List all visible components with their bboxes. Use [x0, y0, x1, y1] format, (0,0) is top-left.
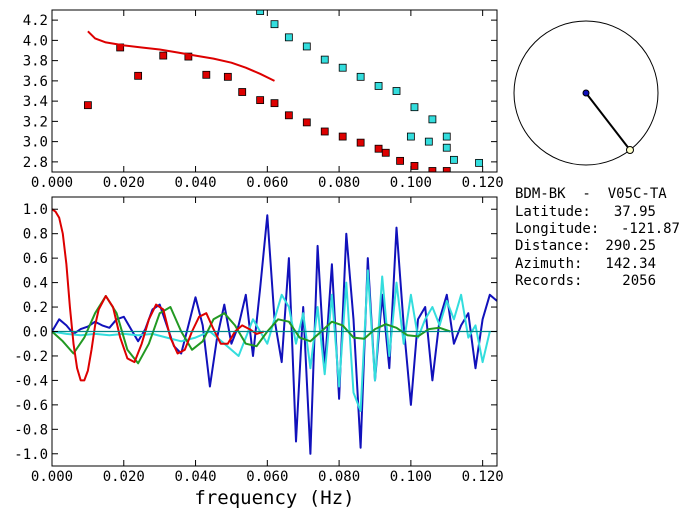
- data-point: [256, 10, 265, 15]
- data-point: [410, 162, 419, 170]
- series-line-red: [52, 208, 265, 382]
- y-tick-label: -0.2: [14, 349, 48, 365]
- y-tick-label: 0.8: [23, 227, 48, 243]
- y-tick-label: 4.2: [23, 13, 48, 29]
- data-point: [374, 82, 383, 90]
- x-tick-label: 0.040: [174, 469, 216, 485]
- latitude-value: 37.95: [613, 204, 656, 220]
- longitude-value: -121.87: [620, 221, 680, 237]
- data-point: [302, 42, 311, 51]
- series-line-red: [87, 30, 275, 82]
- plot-area: [83, 10, 483, 172]
- azimuth-dial: [513, 20, 659, 166]
- data-point: [424, 137, 433, 146]
- data-point: [284, 33, 293, 42]
- data-point: [134, 71, 143, 80]
- series-line-green: [52, 295, 451, 365]
- dispersion-plot: 0.000 0.020 0.040 0.060 0.080 0.100 0.120 2.8 3.…: [23, 9, 504, 191]
- data-point: [256, 96, 265, 105]
- data-point: [270, 20, 279, 29]
- azimuth-value: 142.34: [605, 256, 656, 272]
- data-point: [202, 70, 211, 79]
- target-station-dot: [625, 145, 634, 154]
- x-tick-label: 0.000: [31, 175, 73, 191]
- x-tick-label: 0.060: [246, 469, 288, 485]
- data-point: [184, 52, 193, 61]
- x-tick-label: 0.040: [174, 175, 216, 191]
- y-tick-label: 0.2: [23, 300, 48, 316]
- data-point: [392, 87, 401, 95]
- data-point: [284, 111, 293, 120]
- data-point: [223, 72, 232, 81]
- series-line-cyan: [52, 269, 491, 412]
- x-tick-label: 0.020: [103, 469, 145, 485]
- y-tick-label: 3.0: [23, 135, 48, 151]
- data-point: [374, 144, 383, 153]
- data-point: [406, 132, 415, 141]
- y-tick-label: 1.0: [23, 202, 48, 218]
- y-tick-label: -0.6: [14, 398, 48, 414]
- data-point: [475, 158, 483, 167]
- plot-frame: [51, 9, 498, 173]
- records-value: 2056: [622, 273, 656, 289]
- data-point: [450, 155, 458, 164]
- plot-area: [52, 208, 497, 455]
- x-axis-label: frequency (Hz): [194, 487, 354, 509]
- y-tick-label: -0.8: [14, 422, 48, 438]
- distance-label: Distance:: [515, 238, 591, 254]
- x-tick-label: 0.000: [31, 469, 73, 485]
- x-tick-label: 0.100: [390, 175, 432, 191]
- data-point: [302, 118, 311, 127]
- y-tick-label: 3.8: [23, 54, 48, 70]
- x-tick-label: 0.020: [103, 175, 145, 191]
- data-point: [320, 55, 329, 64]
- y-tick-label: 0.6: [23, 251, 48, 267]
- dial-circle: [513, 20, 659, 166]
- data-point: [442, 132, 451, 141]
- data-point: [270, 99, 279, 108]
- x-tick-label: 0.080: [318, 175, 360, 191]
- data-point: [428, 167, 437, 172]
- data-point: [442, 167, 451, 172]
- y-tick-label: 0.4: [23, 276, 48, 292]
- data-point: [338, 132, 347, 141]
- data-point: [320, 127, 329, 136]
- x-tick-label: 0.060: [246, 175, 288, 191]
- data-point: [356, 72, 365, 81]
- x-tick-label: 0.100: [390, 469, 432, 485]
- longitude-label: Longitude:: [515, 221, 600, 237]
- data-point: [159, 51, 168, 60]
- correlation-plot: 0.000 0.020 0.040 0.060 0.080 0.100 0.120 -1.0 -…: [14, 196, 504, 509]
- azimuth-label: Azimuth:: [515, 256, 583, 272]
- origin-station-dot: [582, 89, 590, 97]
- azimuth-needle: [585, 92, 631, 151]
- distance-value: 290.25: [605, 238, 656, 254]
- y-tick-label: 3.4: [23, 94, 48, 110]
- data-point: [338, 63, 347, 72]
- latitude-label: Latitude:: [515, 204, 591, 220]
- y-tick-label: 3.6: [23, 74, 48, 90]
- records-label: Records:: [515, 273, 583, 289]
- station-pair: BDM-BK - V05C-TA: [515, 186, 667, 202]
- y-tick-label: 0.0: [23, 325, 48, 341]
- y-tick-label: 3.2: [23, 114, 48, 130]
- y-tick-label: -1.0: [14, 447, 48, 463]
- data-point: [410, 103, 419, 112]
- data-point: [356, 138, 365, 147]
- x-tick-label: 0.120: [462, 469, 504, 485]
- x-tick-label: 0.080: [318, 469, 360, 485]
- data-point: [238, 88, 247, 96]
- y-tick-label: -0.4: [14, 373, 48, 389]
- data-point: [428, 115, 437, 124]
- y-tick-label: 2.8: [23, 155, 48, 171]
- data-point: [83, 101, 92, 110]
- x-tick-label: 0.120: [462, 175, 504, 191]
- data-point: [442, 143, 451, 152]
- data-point: [381, 148, 390, 157]
- data-point: [396, 156, 405, 165]
- y-tick-label: 4.0: [23, 33, 48, 49]
